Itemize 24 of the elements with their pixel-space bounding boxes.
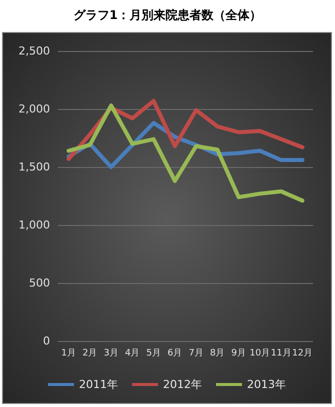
y-tick-label: 500 xyxy=(29,276,50,290)
legend-label: 2013年 xyxy=(246,378,286,391)
x-tick-label: 6月 xyxy=(168,348,182,358)
x-tick-label: 10月 xyxy=(250,348,270,358)
y-tick-label: 1,000 xyxy=(18,218,50,232)
x-tick-label: 11月 xyxy=(270,348,292,358)
y-tick-label: 2,500 xyxy=(18,44,50,58)
x-tick-label: 12月 xyxy=(292,348,313,358)
x-tick-label: 9月 xyxy=(231,348,246,358)
line-series xyxy=(66,104,304,203)
y-tick-label: 0 xyxy=(43,334,50,348)
x-tick-label: 5月 xyxy=(146,348,161,358)
x-tick-label: 8月 xyxy=(210,348,225,358)
legend-label: 2011年 xyxy=(79,378,118,391)
x-tick-label: 1月 xyxy=(61,348,76,358)
x-tick-label: 4月 xyxy=(125,348,140,358)
chart-title: グラフ1：月別来院患者数（全体） xyxy=(72,7,263,24)
x-tick-label: 7月 xyxy=(188,348,204,358)
y-tick-label: 1,500 xyxy=(18,160,50,174)
line-series xyxy=(66,98,304,161)
x-tick-label: 3月 xyxy=(104,348,118,358)
legend-label: 2012年 xyxy=(163,378,202,391)
y-tick-label: 2,000 xyxy=(18,102,50,116)
x-tick-label: 2月 xyxy=(82,348,98,358)
